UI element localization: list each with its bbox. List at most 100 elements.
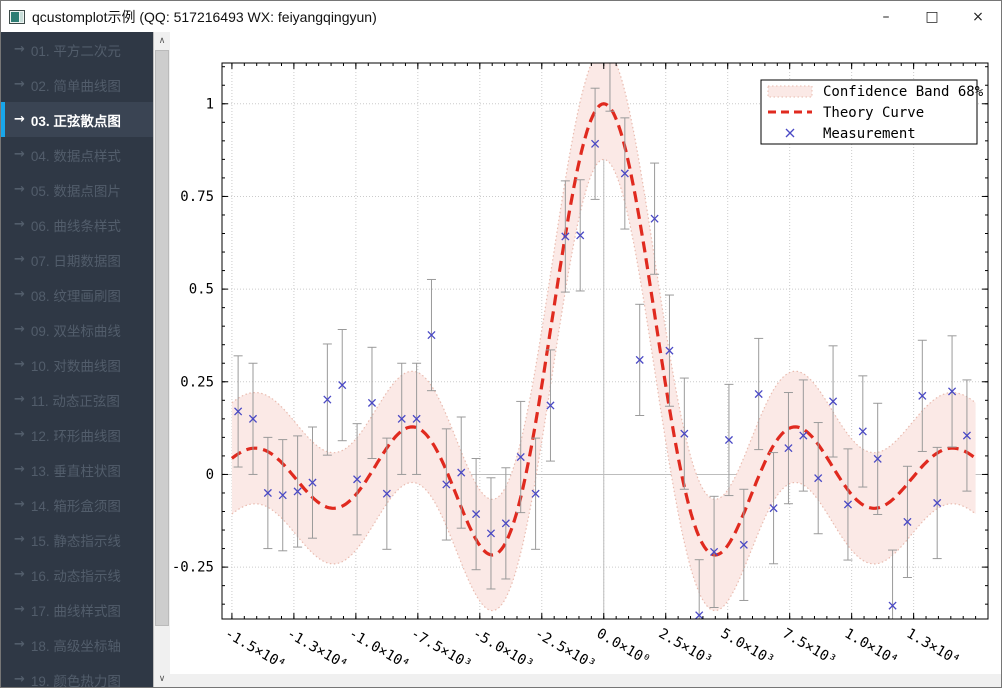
legend-x-marker-swatch	[785, 128, 795, 138]
sidebar-item-label: 14. 箱形盒须图	[30, 498, 121, 514]
arrow-icon: →	[14, 567, 25, 582]
svg-text:1: 1	[206, 96, 214, 112]
window-body: → 01. 平方二次元 → 02. 简单曲线图 → 03. 正弦散点图 → 04. 数据点样式…	[1, 32, 1001, 687]
minimize-button[interactable]: –	[863, 1, 909, 32]
sidebar-item-label: 10. 对数曲线图	[30, 358, 121, 374]
arrow-icon: →	[14, 147, 25, 162]
legend-band-swatch	[767, 85, 813, 98]
sidebar-menu: → 01. 平方二次元 → 02. 简单曲线图 → 03. 正弦散点图 → 04. 数据点样式…	[1, 32, 153, 687]
measurement-points	[234, 139, 971, 619]
sidebar-item-18[interactable]: → 18. 高级坐标轴	[1, 627, 153, 662]
sidebar-item-label: 05. 数据点图片	[30, 183, 121, 199]
sidebar-item-label: 07. 日期数据图	[30, 253, 121, 269]
confidence-band-lower-edge	[231, 158, 976, 612]
sinc-scatter-chart: 10.750.50.250-0.25-1.5×10⁴-1.3×10⁴-1.0×1…	[170, 32, 1001, 687]
minimize-icon: –	[882, 8, 890, 25]
arrow-icon: →	[14, 287, 25, 302]
maximize-icon: □	[925, 8, 939, 25]
svg-text:0.75: 0.75	[180, 189, 214, 205]
sidebar-item-label: 09. 双坐标曲线	[30, 323, 121, 339]
sidebar-item-label: 03. 正弦散点图	[30, 113, 121, 129]
title-bar: qcustomplot示例 (QQ: 517216493 WX: feiyang…	[1, 1, 1001, 32]
arrow-icon: →	[14, 357, 25, 372]
sidebar-item-19[interactable]: → 19. 颜色热力图	[1, 662, 153, 687]
sidebar-item-04[interactable]: → 04. 数据点样式	[1, 137, 153, 172]
sidebar-item-06[interactable]: → 06. 曲线条样式	[1, 207, 153, 242]
axis-ticks	[222, 63, 989, 619]
arrow-icon: →	[14, 462, 25, 477]
arrow-icon: →	[14, 182, 25, 197]
sidebar-scrollbar[interactable]: ∧ ∨	[153, 32, 170, 687]
arrow-icon: →	[14, 392, 25, 407]
error-bars	[233, 63, 972, 619]
scroll-down-button[interactable]: ∨	[154, 670, 170, 687]
svg-text:-0.25: -0.25	[172, 560, 214, 576]
sidebar-item-15[interactable]: → 15. 静态指示线	[1, 522, 153, 557]
sidebar-item-11[interactable]: → 11. 动态正弦图	[1, 382, 153, 417]
sidebar-item-label: 13. 垂直柱状图	[30, 463, 121, 479]
arrow-icon: →	[14, 252, 25, 267]
close-button[interactable]: ×	[955, 1, 1001, 32]
scrollbar-thumb[interactable]	[155, 50, 169, 626]
sidebar-item-01[interactable]: → 01. 平方二次元	[1, 32, 153, 67]
chevron-down-icon: ∨	[158, 673, 166, 683]
svg-text:0: 0	[206, 467, 214, 483]
legend-label: Confidence Band 68%	[823, 84, 984, 100]
legend: Confidence Band 68% Theory Curve Measureme…	[760, 79, 984, 145]
arrow-icon: →	[14, 497, 25, 512]
sidebar: → 01. 平方二次元 → 02. 简单曲线图 → 03. 正弦散点图 → 04. 数据点样式…	[1, 32, 170, 687]
sidebar-item-label: 02. 简单曲线图	[30, 78, 121, 94]
arrow-icon: →	[14, 112, 25, 127]
sidebar-item-label: 17. 曲线样式图	[30, 603, 121, 619]
sidebar-item-label: 01. 平方二次元	[30, 43, 121, 59]
window-controls: – □ ×	[863, 1, 1001, 32]
y-axis-labels: 1 0.75 0.5 0.25 0 -0.25	[172, 96, 214, 575]
sidebar-item-label: 11. 动态正弦图	[30, 393, 120, 409]
legend-label: Measurement	[823, 126, 916, 142]
theory-curve	[230, 102, 977, 557]
axis-frame	[221, 62, 989, 620]
sidebar-item-label: 16. 动态指示线	[30, 568, 121, 584]
window-title: qcustomplot示例 (QQ: 517216493 WX: feiyang…	[32, 8, 377, 25]
app-icon	[9, 9, 25, 24]
arrow-icon: →	[14, 602, 25, 617]
confidence-band-upper-edge	[231, 63, 976, 501]
chevron-up-icon: ∧	[158, 35, 166, 45]
sidebar-item-14[interactable]: → 14. 箱形盒须图	[1, 487, 153, 522]
sidebar-item-13[interactable]: → 13. 垂直柱状图	[1, 452, 153, 487]
arrow-icon: →	[14, 217, 25, 232]
sidebar-item-label: 06. 曲线条样式	[30, 218, 121, 234]
sidebar-item-17[interactable]: → 17. 曲线样式图	[1, 592, 153, 627]
bottom-margin-strip	[170, 674, 1001, 687]
sidebar-item-08[interactable]: → 08. 纹理画刷图	[1, 277, 153, 312]
sidebar-item-label: 18. 高级坐标轴	[30, 638, 121, 654]
svg-text:0.5: 0.5	[189, 282, 214, 298]
arrow-icon: →	[14, 637, 25, 652]
sidebar-item-label: 04. 数据点样式	[30, 148, 121, 164]
sidebar-item-10[interactable]: → 10. 对数曲线图	[1, 347, 153, 382]
arrow-icon: →	[14, 42, 25, 57]
sidebar-item-09[interactable]: → 09. 双坐标曲线	[1, 312, 153, 347]
sidebar-item-label: 19. 颜色热力图	[30, 673, 121, 688]
maximize-button[interactable]: □	[909, 1, 955, 32]
sidebar-item-16[interactable]: → 16. 动态指示线	[1, 557, 153, 592]
svg-text:0.25: 0.25	[180, 374, 214, 390]
scroll-up-button[interactable]: ∧	[154, 32, 170, 49]
arrow-icon: →	[14, 427, 25, 442]
sidebar-item-label: 12. 环形曲线图	[30, 428, 121, 444]
sidebar-item-07[interactable]: → 07. 日期数据图	[1, 242, 153, 277]
arrow-icon: →	[14, 77, 25, 92]
sidebar-item-12[interactable]: → 12. 环形曲线图	[1, 417, 153, 452]
arrow-icon: →	[14, 322, 25, 337]
sidebar-item-label: 08. 纹理画刷图	[30, 288, 121, 304]
plot-panel: 1 0.75 0.5 0.25 0 -0.25 -1.5×10⁴ -1.3×10⁴ -1.0×1…	[170, 32, 1001, 687]
sidebar-item-05[interactable]: → 05. 数据点图片	[1, 172, 153, 207]
arrow-icon: →	[14, 672, 25, 687]
legend-label: Theory Curve	[823, 105, 924, 121]
arrow-icon: →	[14, 532, 25, 547]
sidebar-item-02[interactable]: → 02. 简单曲线图	[1, 67, 153, 102]
sidebar-item-label: 15. 静态指示线	[30, 533, 121, 549]
sidebar-item-03[interactable]: → 03. 正弦散点图	[1, 102, 153, 137]
close-icon: ×	[972, 8, 984, 25]
